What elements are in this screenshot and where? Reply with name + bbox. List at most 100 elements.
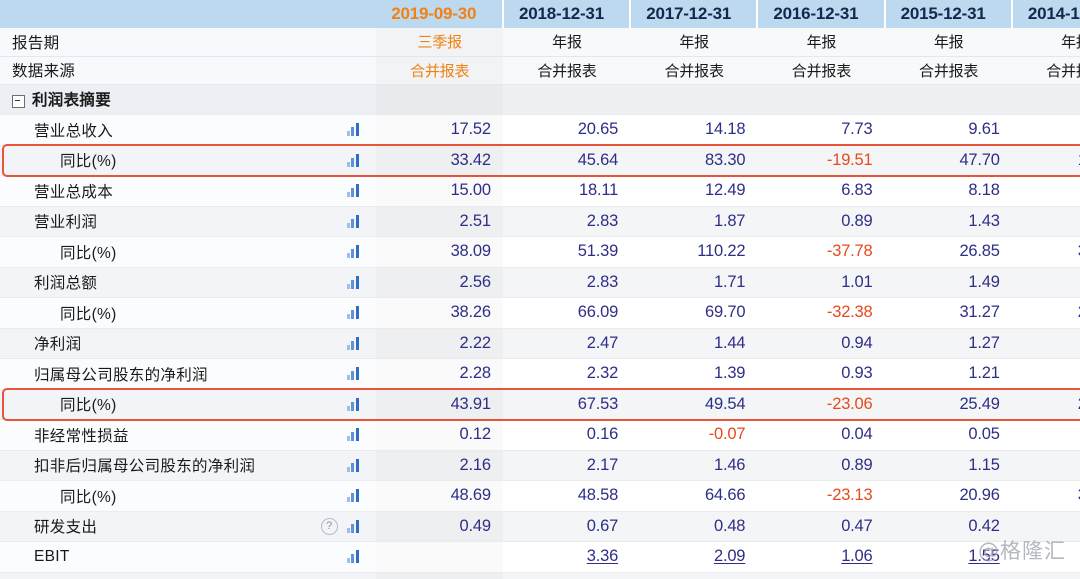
bar-chart-icon[interactable]: [346, 397, 362, 411]
cell-r15-c4[interactable]: 1.81: [884, 572, 1012, 579]
column-header-date-1[interactable]: 2018-12-31: [502, 0, 632, 28]
cell-r3-c5: 1.12: [1011, 206, 1080, 237]
cell-r14-c3[interactable]: 1.06: [757, 541, 885, 573]
cell-r14-c0: [375, 541, 503, 573]
cell-r14-c4[interactable]: 1.55: [884, 541, 1012, 573]
cell-r0-c1: 20.65: [502, 114, 631, 146]
cell-r11-c1: 2.17: [502, 450, 631, 481]
cell-r1-c5: 133.77: [1011, 145, 1080, 176]
cell-r14-c1[interactable]: 3.36: [502, 541, 631, 573]
row-label-text: 利润总额: [34, 275, 98, 293]
cell-r13-c0: 0.49: [375, 511, 503, 542]
row-icons-7: [310, 328, 376, 359]
cell-r12-c3: -23.13: [757, 480, 885, 512]
cell-r10-c2: -0.07: [630, 419, 758, 451]
row-label-data-source: 数据来源: [0, 56, 311, 85]
row-group-income-statement[interactable]: 利润表摘要: [0, 84, 1080, 115]
group-title-text: 利润表摘要: [32, 92, 112, 110]
cell-r15-c5[interactable]: 1.27: [1011, 572, 1080, 579]
cell-r2-c0: 15.00: [375, 175, 503, 207]
bar-chart-icon[interactable]: [346, 458, 362, 472]
cell-r13-c4: 0.42: [884, 511, 1012, 542]
group-spacer-1: [502, 84, 631, 115]
bar-chart-icon[interactable]: [346, 275, 362, 289]
column-header-date-2[interactable]: 2017-12-31: [630, 0, 759, 28]
table-row: 利润总额 2.562.831.711.011.491.13: [0, 267, 1080, 298]
row-label-text: 同比(%): [60, 244, 117, 262]
row-report-period: 报告期 三季报 年报 年报 年报 年报 年报: [0, 28, 1080, 57]
cell-r2-c5: 5.38: [1011, 175, 1080, 207]
cell-r8-c1: 2.32: [502, 358, 631, 390]
row-icons-4: [310, 236, 376, 268]
cell-period-1: 年报: [502, 28, 631, 57]
row-label-6: 同比(%): [0, 297, 311, 329]
cell-r4-c3: -37.78: [757, 236, 885, 268]
bar-chart-icon[interactable]: [346, 153, 362, 167]
row-data-source: 数据来源 合并报表 合并报表 合并报表 合并报表 合并报表 合并报表: [0, 56, 1080, 85]
cell-period-3: 年报: [757, 28, 885, 57]
table-row: 营业利润 2.512.831.870.891.431.12: [0, 206, 1080, 237]
bar-chart-icon[interactable]: [346, 245, 362, 259]
cell-r13-c1: 0.67: [502, 511, 631, 542]
cell-r0-c2: 14.18: [630, 114, 758, 146]
cell-r1-c0: 33.42: [375, 145, 503, 176]
row-label-8: 归属母公司股东的净利润: [0, 358, 311, 390]
cell-r13-c5: 0.28: [1011, 511, 1080, 542]
table-row: 研发支出? 0.490.670.480.470.420.28: [0, 511, 1080, 542]
row-label-7: 净利润: [0, 328, 311, 359]
bar-chart-icon[interactable]: [346, 123, 362, 137]
table-row: 归属母公司股东的净利润 2.282.321.390.931.210.96: [0, 358, 1080, 390]
bar-chart-icon[interactable]: [346, 428, 362, 442]
row-label-text: 同比(%): [60, 305, 117, 323]
row-label-text: 营业总收入: [34, 122, 114, 140]
bar-chart-icon[interactable]: [346, 306, 362, 320]
table-row: EBITDA 4.502.841.491.811.27: [0, 572, 1080, 579]
group-spacer-5: [1011, 84, 1080, 115]
cell-r8-c2: 1.39: [630, 358, 758, 390]
bar-chart-icon[interactable]: [346, 550, 362, 564]
bar-chart-icon[interactable]: [346, 489, 362, 503]
cell-r7-c5: 0.99: [1011, 328, 1080, 359]
cell-r0-c3: 7.73: [757, 114, 885, 146]
cell-r10-c4: 0.05: [884, 419, 1012, 451]
cell-r7-c3: 0.94: [757, 328, 885, 359]
cell-r3-c3: 0.89: [757, 206, 885, 237]
cell-r10-c5: 0.01: [1011, 419, 1080, 451]
column-header-date-0[interactable]: 2019-09-30: [375, 0, 504, 28]
bar-chart-icon[interactable]: [346, 336, 362, 350]
column-header-date-5[interactable]: 2014-12-31: [1011, 0, 1080, 28]
collapse-minus-icon[interactable]: [12, 94, 25, 108]
table-header: 2019-09-30 2018-12-31 2017-12-31 2016-12…: [0, 0, 1080, 28]
column-header-date-4[interactable]: 2015-12-31: [884, 0, 1013, 28]
cell-r9-c1: 67.53: [502, 389, 631, 420]
cell-source-3: 合并报表: [757, 56, 885, 85]
group-header-cell[interactable]: 利润表摘要: [0, 84, 311, 115]
column-header-date-3[interactable]: 2016-12-31: [757, 0, 886, 28]
bar-chart-icon[interactable]: [346, 184, 362, 198]
row-icons-1: [310, 145, 376, 176]
help-icon[interactable]: ?: [320, 517, 338, 535]
cell-r0-c0: 17.52: [375, 114, 503, 146]
group-spacer-2: [630, 84, 758, 115]
cell-r15-c3[interactable]: 1.49: [757, 572, 885, 579]
row-label-2: 营业总成本: [0, 175, 311, 207]
cell-r15-c2[interactable]: 2.84: [630, 572, 758, 579]
row-label-text: 研发支出: [34, 519, 98, 537]
row-label-3: 营业利润: [0, 206, 311, 237]
row-label-11: 扣非后归属母公司股东的净利润: [0, 450, 311, 481]
bar-chart-icon[interactable]: [346, 367, 362, 381]
bar-chart-icon[interactable]: [346, 519, 362, 533]
cell-r14-c5[interactable]: 1.08: [1011, 541, 1080, 573]
cell-r15-c1[interactable]: 4.50: [502, 572, 631, 579]
table-row: EBIT 3.362.091.061.551.08: [0, 541, 1080, 573]
bar-chart-icon[interactable]: [346, 214, 362, 228]
cell-r14-c2[interactable]: 2.09: [630, 541, 758, 573]
cell-r12-c4: 20.96: [884, 480, 1012, 512]
row-icons-5: [310, 267, 376, 298]
cell-period-5: 年报: [1011, 28, 1080, 57]
cell-r5-c2: 1.71: [630, 267, 758, 298]
group-icon-cell: [310, 84, 376, 115]
